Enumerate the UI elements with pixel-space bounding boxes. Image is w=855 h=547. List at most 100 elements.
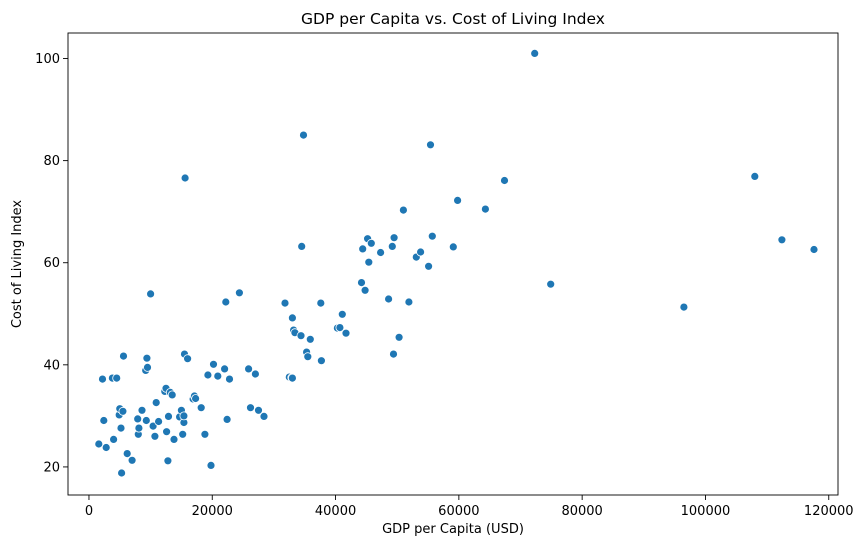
- data-point: [297, 241, 307, 251]
- data-point: [119, 351, 128, 361]
- data-point: [259, 411, 269, 421]
- x-tick-label: 60000: [438, 504, 479, 519]
- data-point: [416, 247, 426, 257]
- data-point: [150, 431, 160, 441]
- data-point: [151, 398, 161, 408]
- data-point: [357, 278, 366, 288]
- data-point: [203, 370, 213, 380]
- data-point: [183, 354, 193, 364]
- data-point: [94, 439, 104, 449]
- data-point: [246, 403, 255, 413]
- data-point: [178, 429, 188, 439]
- data-point: [200, 429, 210, 439]
- data-point: [206, 460, 216, 470]
- data-point: [316, 356, 326, 366]
- data-point: [376, 248, 386, 257]
- data-point: [389, 349, 398, 359]
- data-point: [101, 443, 111, 452]
- data-point: [143, 362, 152, 372]
- data-point: [225, 374, 234, 384]
- data-point: [133, 414, 143, 424]
- data-point: [142, 353, 152, 363]
- data-point: [196, 403, 206, 413]
- y-tick-label: 40: [43, 358, 60, 373]
- data-point: [127, 455, 137, 465]
- data-point: [141, 416, 151, 425]
- y-tick-label: 80: [43, 154, 60, 169]
- x-tick-label: 100000: [681, 504, 731, 519]
- data-point: [530, 49, 540, 58]
- data-point: [209, 359, 218, 369]
- data-point: [164, 411, 173, 421]
- data-point: [191, 394, 201, 403]
- x-tick-label: 80000: [561, 504, 602, 519]
- chart-title: GDP per Capita vs. Cost of Living Index: [301, 10, 605, 28]
- data-point: [424, 261, 434, 271]
- x-tick-label: 20000: [192, 504, 233, 519]
- y-tick-label: 20: [43, 460, 60, 475]
- data-point: [250, 369, 260, 379]
- data-point: [360, 285, 370, 295]
- x-axis-title: GDP per Capita (USD): [382, 522, 524, 537]
- data-point: [384, 294, 394, 304]
- x-tick-label: 0: [85, 504, 93, 519]
- data-point: [134, 423, 144, 433]
- data-point: [750, 171, 760, 181]
- data-point: [387, 241, 397, 251]
- data-point: [546, 279, 556, 289]
- data-point: [180, 173, 190, 183]
- data-point: [335, 323, 345, 333]
- data-point: [109, 434, 118, 444]
- data-point: [389, 233, 399, 243]
- x-axis-ticks: 0 20000 40000 60000 80000 100000 120000: [85, 495, 854, 519]
- data-point: [337, 309, 347, 319]
- data-point: [122, 449, 132, 459]
- data-points: [94, 49, 819, 478]
- data-point: [99, 416, 109, 425]
- data-point: [500, 176, 509, 185]
- data-point: [398, 205, 408, 215]
- y-tick-label: 100: [35, 52, 60, 67]
- data-point: [280, 298, 290, 308]
- data-point: [118, 406, 128, 416]
- data-point: [112, 373, 122, 383]
- data-point: [296, 331, 306, 341]
- data-point: [244, 364, 254, 374]
- data-point: [254, 405, 263, 415]
- data-point: [146, 289, 156, 299]
- data-point: [98, 374, 107, 384]
- data-point: [404, 297, 414, 307]
- data-point: [426, 140, 435, 150]
- data-point: [394, 332, 404, 342]
- data-point: [221, 297, 231, 307]
- data-point: [679, 302, 689, 312]
- data-point: [316, 298, 326, 308]
- y-axis-title: Cost of Living Index: [10, 200, 25, 329]
- y-axis-ticks: 20 40 60 80 100: [35, 52, 68, 475]
- data-point: [137, 405, 147, 415]
- data-point: [287, 313, 297, 323]
- data-point: [364, 257, 374, 267]
- data-point: [220, 364, 230, 374]
- data-point: [427, 231, 437, 241]
- data-point: [117, 468, 126, 478]
- data-point: [163, 456, 173, 466]
- data-point: [213, 371, 223, 381]
- plot-area-frame: [67, 32, 839, 496]
- data-point: [179, 411, 189, 421]
- data-point: [341, 328, 351, 338]
- data-point: [358, 244, 368, 254]
- x-tick-label: 120000: [804, 504, 854, 519]
- data-point: [453, 195, 463, 205]
- x-tick-label: 40000: [315, 504, 356, 519]
- y-tick-label: 60: [43, 256, 60, 271]
- data-point: [167, 390, 177, 400]
- data-point: [448, 242, 458, 252]
- data-point: [154, 417, 164, 426]
- data-point: [305, 334, 315, 344]
- data-point: [287, 373, 297, 383]
- data-point: [299, 130, 308, 140]
- data-point: [777, 235, 787, 245]
- data-point: [366, 238, 376, 248]
